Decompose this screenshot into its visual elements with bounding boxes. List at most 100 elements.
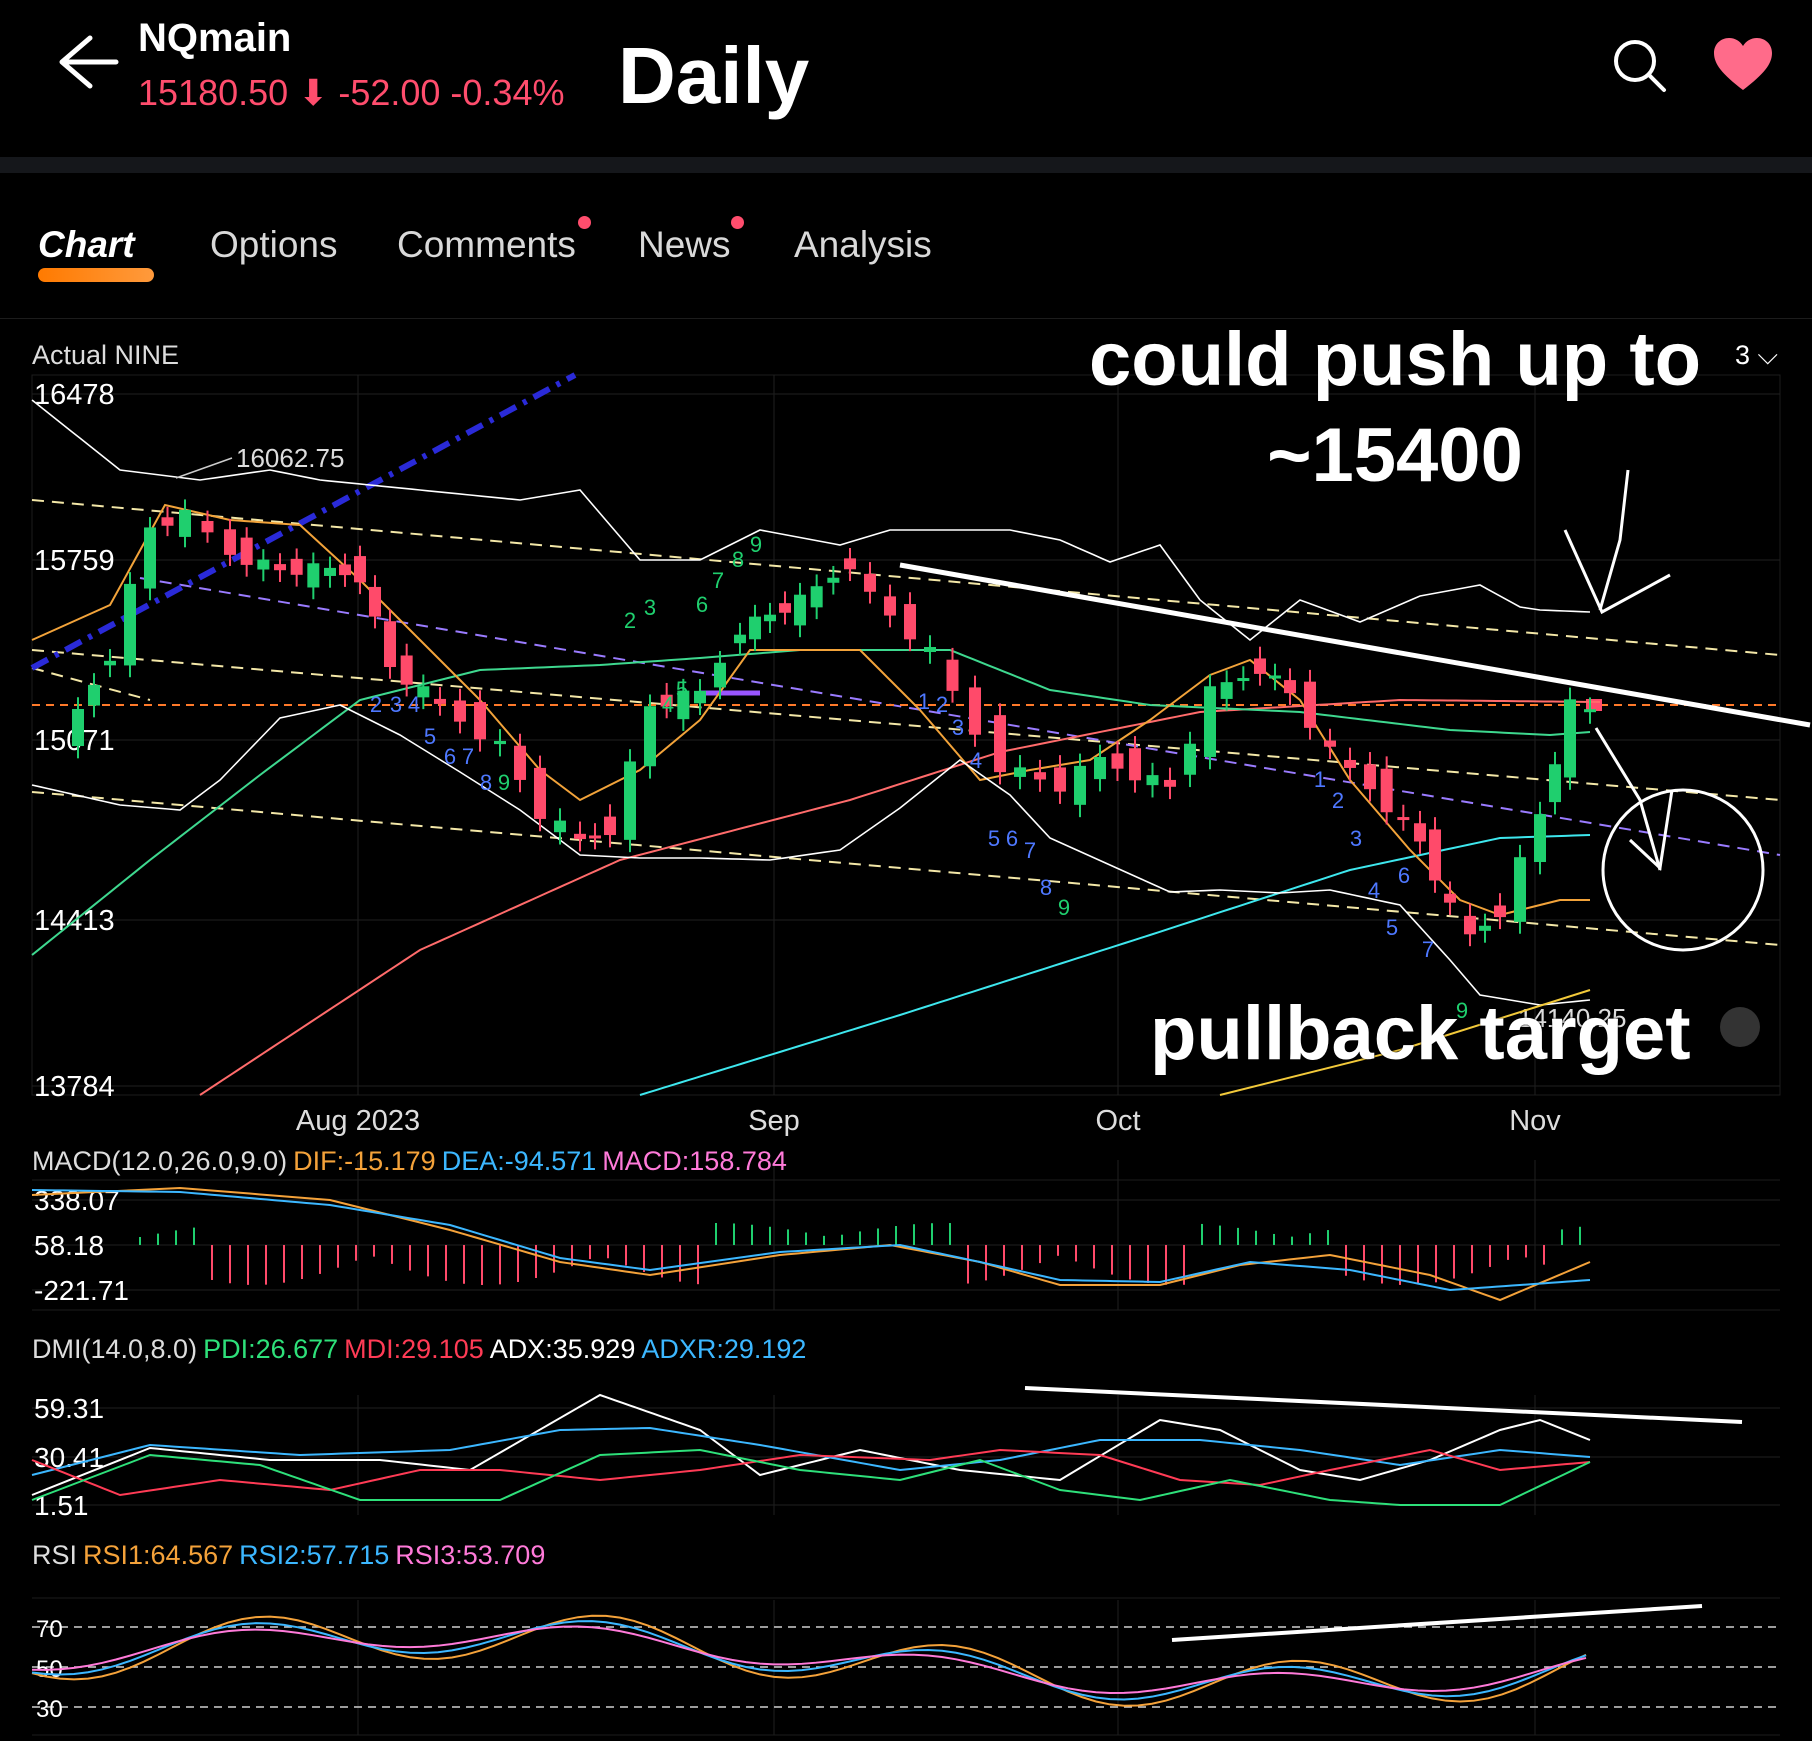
symbol-title: NQmain [138,16,292,60]
candles [72,499,1596,947]
lower-trend-line [1219,989,1591,1096]
td-count-label: 2 [370,692,382,717]
td-count-label: 3 [952,715,964,740]
y-tick-label: 13784 [34,1071,115,1103]
search-icon[interactable] [1610,36,1668,94]
candle-body [1429,829,1441,881]
candle-body [1034,772,1046,780]
rsi-name: RSI [32,1540,78,1570]
td-count-label: 8 [1040,875,1052,900]
dmi-adx-line [31,1393,1591,1496]
candle-body [1014,767,1026,777]
candle-body [474,702,486,740]
annotation-pullback: pullback target [1150,991,1691,1076]
td-count-label: 7 [1024,838,1036,863]
rsi-3: RSI3:53.709 [395,1540,546,1570]
rsi-y-tick: 30 [36,1696,63,1723]
macd-dif-line [31,1186,1591,1302]
candle-body [1204,686,1216,757]
candle-body [494,740,506,745]
rsi-drawn-trendline [1171,1604,1703,1642]
td-count-label: 4 [970,748,982,773]
candle-body [694,690,706,704]
timeframe-title: Daily [618,31,810,120]
comments-notification-dot [578,216,591,229]
channel-line [31,791,1781,946]
candle-body [1237,678,1250,682]
channel-mid-line [139,577,1781,856]
candle-body [124,583,136,666]
candle-body [369,586,381,617]
price-change-pct: -0.34% [450,72,565,113]
candle-body [1324,740,1336,747]
candlestick-chart[interactable]: 1647815759150711441313784Aug 2023SepOctN… [0,320,1812,1741]
candle-body [1534,814,1546,863]
candle-body [660,694,673,707]
td-count-label: 3 [644,595,656,620]
td-count-label: 3 [1350,826,1362,851]
tab-analysis[interactable]: Analysis [794,224,932,265]
candle-body [454,700,466,722]
favorite-heart-icon[interactable] [1712,36,1774,92]
candle-body [144,527,156,589]
td-count-label: 6 [1006,826,1018,851]
x-tick-label: Oct [1095,1105,1140,1137]
td-count-label: 9 [1058,895,1070,920]
candle-body [994,715,1006,773]
bollinger-upper [31,399,1591,642]
candle-body [290,558,303,575]
candle-body [400,655,413,685]
candle-body [904,604,916,640]
tab-news[interactable]: News [638,224,731,265]
candle-body [1164,779,1176,787]
candle-body [1254,658,1266,674]
blue-trend-line [30,372,577,671]
td-count-label: 4 [662,692,674,717]
td-count-label: 6 [1398,863,1410,888]
annotation-line-1: could push up to [1088,317,1702,402]
td-count-label: 9 [750,532,762,557]
candle-body [644,706,656,767]
rsi-header: RSI RSI1:64.567 RSI2:57.715 RSI3:53.709 [32,1540,551,1571]
candle-body [384,621,396,668]
dmi-pdi: PDI:26.677 [203,1334,339,1364]
macd-y-tick: 58.18 [34,1230,104,1261]
td-count-label: 4 [1368,878,1380,903]
tab-chart[interactable]: Chart [38,224,135,265]
candle-body [1129,748,1141,781]
candle-body [827,577,840,583]
chevron-down-icon: ⌵ [1757,340,1779,370]
tab-comments[interactable]: Comments [397,224,576,265]
td-count-label: 1 [918,689,930,714]
arrow-pullback-stroke [1594,727,1662,871]
tab-options[interactable]: Options [210,224,338,265]
candle-body [946,659,959,691]
candle-body [240,537,253,565]
candle-body [624,761,636,840]
td-count-label: 6 [444,744,456,769]
rsi-1: RSI1:64.567 [83,1540,234,1570]
candle-body [604,816,616,836]
dmi-mdi: MDI:29.105 [344,1334,484,1364]
high-leader-line [175,457,233,479]
candle-body [794,594,806,626]
candle-body [1479,925,1491,931]
candle-body [274,564,286,571]
period-selector[interactable]: 3 ⌵ [1735,340,1778,372]
y-tick-label: 16478 [34,379,115,411]
candle-body [161,517,174,526]
macd-header: MACD(12.0,26.0,9.0) DIF:-15.179 DEA:-94.57… [32,1146,793,1177]
candle-body [1514,857,1526,922]
macd-dea-line [31,1189,1591,1292]
candle-body [810,586,823,608]
back-arrow-icon[interactable] [50,32,120,92]
macd-dea: DEA:-94.571 [441,1146,597,1176]
td-count-label: 7 [462,744,474,769]
candle-body [201,520,214,533]
macd-value: MACD:158.784 [602,1146,787,1176]
dmi-adx: ADX:35.929 [489,1334,636,1364]
dmi-mdi-line [31,1448,1591,1497]
candle-body [589,835,601,839]
candle-body [764,614,776,622]
candle-body [734,634,746,644]
